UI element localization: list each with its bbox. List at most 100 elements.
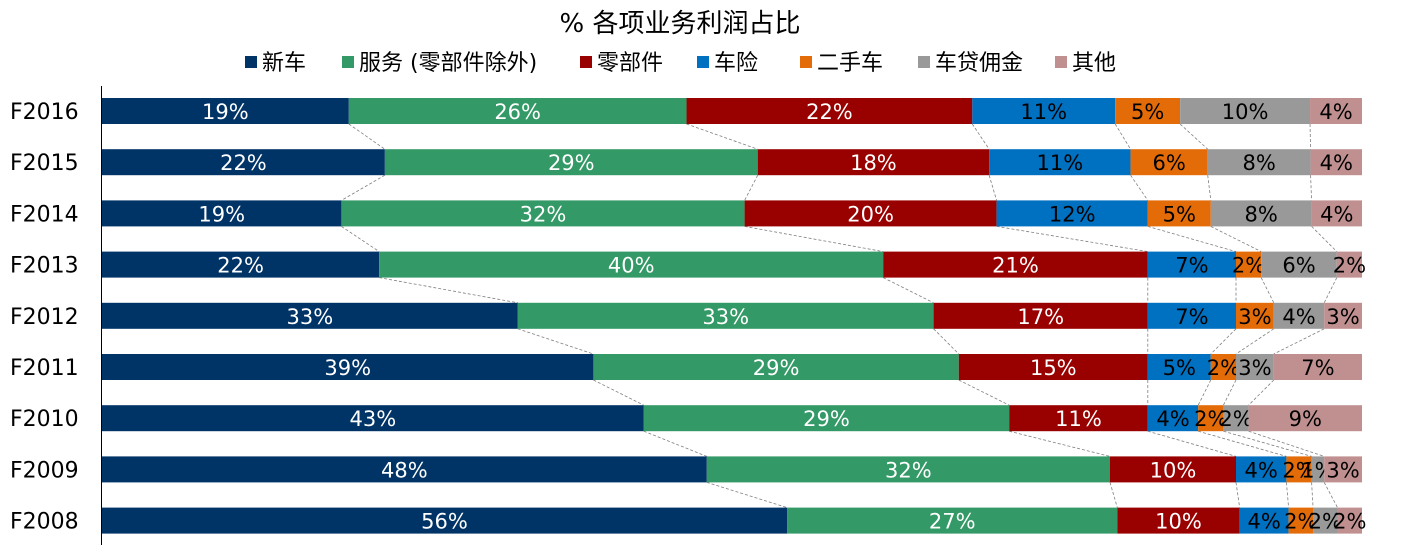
bar-segment — [379, 251, 884, 278]
connector-line — [1198, 430, 1287, 457]
bar-segment — [1239, 507, 1289, 534]
data-label: 2% — [1333, 510, 1366, 534]
legend-swatch — [245, 56, 257, 68]
bar-segment — [1117, 507, 1240, 534]
connector-line — [1235, 482, 1241, 508]
data-label: 12% — [1049, 202, 1096, 226]
connector-line — [1310, 175, 1312, 201]
data-label: 40% — [608, 254, 655, 278]
y-tick-label: F2016 — [10, 100, 79, 125]
data-label: 29% — [548, 151, 595, 175]
connector-line — [706, 482, 788, 508]
data-label: 32% — [520, 202, 567, 226]
data-label: 43% — [350, 407, 397, 431]
data-label: 19% — [198, 202, 245, 226]
data-label: 8% — [1245, 202, 1278, 226]
data-label: 29% — [803, 407, 850, 431]
data-label: 26% — [494, 100, 541, 124]
data-label: 4% — [1319, 100, 1352, 124]
data-label: 11% — [1037, 151, 1084, 175]
bar-segment — [102, 200, 342, 227]
bar-segment — [996, 200, 1148, 227]
bar-segment — [102, 98, 349, 124]
legend-label: 二手车 — [817, 51, 883, 76]
data-label: 19% — [202, 100, 249, 124]
data-label: 33% — [702, 305, 749, 329]
data-label: 2% — [1284, 510, 1317, 534]
bar-segment — [643, 405, 1010, 432]
data-label: 10% — [1155, 510, 1202, 534]
connector-line — [1009, 430, 1111, 457]
data-label: 20% — [847, 202, 894, 226]
connector-line — [1223, 430, 1312, 457]
connector-line — [1109, 482, 1118, 508]
y-axis-labels: F2016 F2015 F2014 F2013 F2012 F2011 F2010 F2009… — [10, 100, 79, 535]
bar-segment — [972, 98, 1116, 124]
bar-segment — [102, 405, 644, 432]
bar-segment — [1236, 354, 1274, 380]
data-label: 48% — [381, 458, 428, 482]
data-label: 2% — [1207, 356, 1240, 380]
connector-line — [883, 277, 934, 304]
y-tick-label: F2013 — [10, 254, 79, 279]
connector-line — [1235, 328, 1275, 355]
connector-line — [1323, 482, 1338, 508]
bar-segment — [1310, 98, 1362, 124]
bar-segment — [1130, 149, 1208, 176]
bar-segment — [1180, 98, 1311, 124]
y-tick-label: F2015 — [10, 151, 79, 176]
data-label: 4% — [1282, 305, 1315, 329]
chart-legend: 新车 服务 (零部件除外) 零部件 车险 二手车 车贷佣金 其他 — [245, 51, 1116, 76]
data-label: 7% — [1301, 356, 1334, 380]
bar-segment — [1147, 405, 1199, 432]
data-label: 15% — [1030, 356, 1077, 380]
bar-segment — [1210, 354, 1236, 380]
bar-segment — [102, 507, 788, 534]
data-label: 18% — [850, 151, 897, 175]
y-tick-label: F2009 — [10, 458, 79, 483]
connector-line — [1223, 379, 1237, 406]
legend-label: 服务 (零部件除外) — [359, 51, 537, 76]
bar-segment — [593, 354, 959, 380]
data-label: 29% — [753, 356, 800, 380]
legend-swatch — [1055, 56, 1067, 68]
bar-segment — [384, 149, 758, 176]
data-label: 11% — [1020, 100, 1067, 124]
bar-segment — [1147, 302, 1236, 329]
data-label: 3% — [1238, 356, 1271, 380]
connector-line — [686, 123, 758, 150]
bar-segment — [102, 456, 707, 483]
data-label: 6% — [1282, 254, 1315, 278]
bar-segment — [706, 456, 1110, 483]
bar-segment — [1286, 456, 1312, 483]
bar-segment — [341, 200, 745, 227]
data-label: 4% — [1245, 458, 1278, 482]
y-tick-label: F2011 — [10, 356, 79, 381]
data-label: 32% — [885, 458, 932, 482]
connector-line — [1197, 379, 1212, 406]
bar-segment — [1147, 354, 1211, 380]
bar-segment — [1115, 98, 1181, 124]
connector-line — [348, 123, 386, 150]
connector-line — [341, 174, 386, 201]
data-label: 10% — [1222, 100, 1269, 124]
connector-line — [1311, 482, 1314, 508]
connector-line — [933, 328, 960, 355]
bar-segment — [1261, 251, 1337, 278]
bar-segment — [958, 354, 1148, 380]
connector-line — [1147, 430, 1237, 457]
data-label: 2% — [1282, 458, 1315, 482]
connector-line — [1273, 328, 1325, 355]
data-label: 2% — [1219, 407, 1252, 431]
bar-segment — [989, 149, 1131, 176]
bar-segment — [1207, 149, 1311, 176]
data-label: 21% — [992, 254, 1039, 278]
bar-segment — [517, 302, 934, 329]
legend-swatch — [580, 56, 592, 68]
bar-segment — [102, 251, 380, 278]
data-label: 5% — [1163, 356, 1196, 380]
data-label: 2% — [1309, 510, 1342, 534]
bar-segment — [933, 302, 1148, 329]
connector-line — [1210, 328, 1237, 355]
